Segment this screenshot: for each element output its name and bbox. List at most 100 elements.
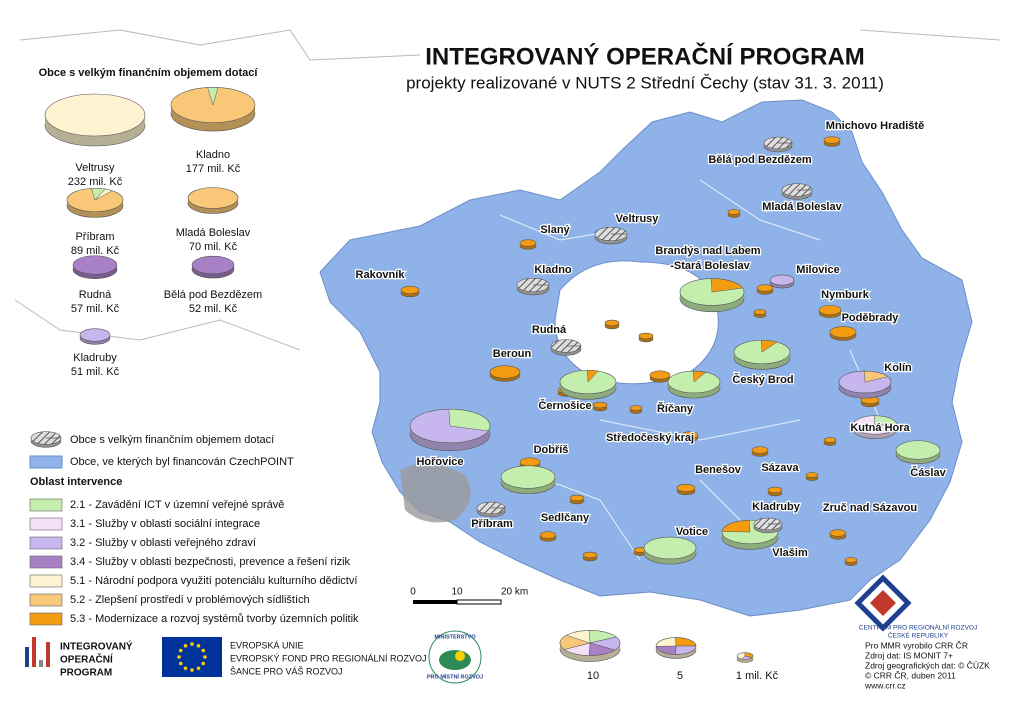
municipality-amount: 70 mil. Kč [189, 241, 238, 253]
credit: Zdroj geografických dat: © ČÚZK [865, 660, 990, 670]
ministry-logo [455, 651, 465, 661]
pie-slice [692, 370, 707, 383]
place-label: Brandýs nad Labem [655, 245, 760, 257]
pie-top [751, 446, 769, 454]
terrain-patch [400, 463, 471, 523]
eu-star [196, 643, 201, 648]
place-label: Nymburk [821, 289, 870, 301]
place-label: Bělá pod Bezdězem [708, 154, 812, 166]
legend-label: 3.1 - Služby v oblasti sociální integrac… [70, 518, 260, 530]
pie-slice [30, 431, 62, 445]
place-label: Český Brod [732, 373, 793, 386]
crr-text: ČESKÉ REPUBLIKY [888, 631, 949, 640]
pie-top [727, 209, 741, 215]
legend-label: 5.3 - Modernizace a rozvoj systémů tvorb… [70, 613, 359, 625]
place-label: Benešov [695, 464, 742, 476]
legend-swatch [29, 455, 63, 469]
legend-swatch [29, 536, 63, 550]
pie-slice [594, 227, 628, 241]
legend-label: 5.1 - Národní podpora využití potenciálu… [70, 575, 357, 587]
eu-star [178, 648, 183, 653]
crr-logo [870, 590, 896, 616]
place-label: Votice [676, 526, 708, 538]
pie-top [629, 405, 643, 411]
place-label: Slaný [540, 224, 570, 236]
pie-slice [559, 635, 591, 650]
municipality-name: Veltrusy [75, 162, 115, 174]
pie-top [767, 486, 783, 494]
pie-top [805, 472, 819, 478]
legend-swatch [29, 593, 63, 607]
place-label: Středočeský kraj [606, 432, 694, 444]
place-label: Příbram [471, 518, 513, 530]
legend-label: 5.2 - Zlepšení prostředí v problémových … [70, 594, 310, 606]
pie-slice [863, 370, 889, 383]
municipality-amount: 89 mil. Kč [71, 245, 120, 257]
pie-top [823, 437, 837, 443]
pie-top [753, 309, 767, 315]
legend-swatch [29, 612, 63, 626]
pie-top [823, 136, 841, 144]
legend-heading: Oblast intervence [30, 476, 122, 488]
iop-logo-bar [39, 660, 43, 667]
pie-slice [721, 519, 751, 533]
place-label: -Stará Boleslav [670, 260, 750, 272]
scale-label: 20 km [501, 587, 528, 598]
credit: Pro MMR vyrobilo CRR ČR [865, 640, 968, 650]
municipality-amount: 52 mil. Kč [189, 303, 238, 315]
pie-top [829, 529, 847, 537]
eu-star [201, 661, 206, 666]
ministry-logo [439, 650, 471, 670]
pie-slice [763, 136, 793, 150]
credit: © CRR ČR, duben 2011 [865, 670, 956, 680]
district-border [499, 179, 881, 561]
place-label: Kutná Hora [850, 422, 910, 434]
iop-logo-text: INTEGROVANÝ [60, 640, 133, 653]
credit: www.crr.cz [864, 680, 906, 690]
place-label: Kolín [884, 362, 912, 374]
pie-top [519, 457, 541, 467]
iop-logo-bar [32, 637, 36, 667]
place-label: Sázava [761, 462, 799, 474]
municipality-amount: 51 mil. Kč [71, 366, 120, 378]
subtitle: projekty realizované v NUTS 2 Střední Če… [406, 73, 884, 92]
municipality-name: Kladno [196, 149, 230, 161]
legend-label: 2.1 - Zavádění ICT v územní veřejné sprá… [70, 499, 284, 511]
pie-top [519, 239, 537, 247]
municipality-name: Kladruby [73, 352, 117, 364]
pie-slice [476, 501, 506, 515]
ministry-text: MINISTERSTVO [434, 634, 476, 640]
municipality-name: Rudná [79, 289, 112, 301]
place-label: Sedlčany [541, 512, 590, 524]
pie-slice [675, 637, 697, 647]
title: INTEGROVANÝ OPERAČNÍ PROGRAM [425, 42, 865, 70]
eu-star [178, 661, 183, 666]
place-label: Kladruby [752, 501, 801, 513]
iop-logo-text: OPERAČNÍ [60, 653, 113, 666]
pie-top [79, 328, 111, 342]
pie-slice [781, 183, 813, 197]
municipality-name: Příbram [75, 231, 114, 243]
pie-slice [550, 339, 582, 353]
scale-bar [456, 599, 502, 605]
pie-slice [741, 655, 753, 660]
municipality-name: Bělá pod Bezdězem [164, 289, 262, 301]
place-label: Mladá Boleslav [762, 201, 842, 213]
pie-slice [586, 369, 599, 383]
pie-top [539, 531, 557, 539]
size-label: 10 [587, 670, 599, 682]
crr-logo [854, 574, 912, 632]
pie-slice [675, 645, 697, 655]
eu-text: ŠANCE PRO VÁŠ ROZVOJ [230, 666, 343, 676]
iop-logo-text: PROGRAM [60, 668, 112, 679]
pie-top [643, 536, 697, 560]
pie-top [187, 187, 239, 209]
pie-slice [655, 645, 677, 655]
pie-top [844, 557, 858, 563]
content: Veltrusy 232 mil. Kč Kladno 177 mil. Kč Příb… [25, 87, 990, 690]
pie-top [649, 370, 671, 380]
municipality-amount: 232 mil. Kč [68, 176, 123, 188]
pie-top [681, 431, 699, 439]
pie-top [44, 93, 146, 137]
